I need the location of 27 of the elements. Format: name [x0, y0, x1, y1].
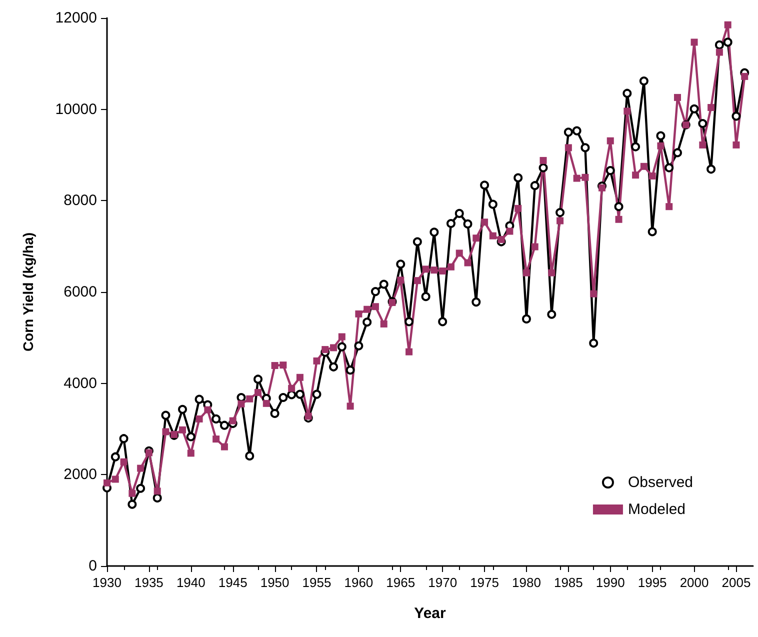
x-tick-label: 1945: [218, 575, 248, 590]
x-axis-title: Year: [414, 605, 446, 622]
y-tick-label: 4000: [64, 374, 97, 392]
legend-label: Modeled: [628, 501, 686, 518]
x-tick-label: 1980: [512, 575, 541, 590]
y-tick-label: 0: [88, 558, 97, 574]
y-axis-title: Corn Yield (kg/ha): [20, 232, 36, 352]
x-tick-label: 1955: [302, 575, 332, 590]
x-tick-label: 1970: [428, 575, 458, 590]
y-tick-label: 2000: [64, 466, 97, 484]
x-tick-label: 1930: [92, 575, 122, 590]
x-tick-label: 1995: [638, 575, 667, 590]
y-tick-label: 10000: [55, 100, 97, 118]
x-tick-label: 1940: [176, 575, 206, 590]
y-tick-label: 12000: [55, 10, 97, 26]
x-tick-label: 1990: [596, 575, 625, 590]
y-tick-label: 8000: [64, 192, 97, 210]
x-tick-label: 2000: [680, 575, 709, 590]
x-tick-label: 1960: [344, 575, 374, 590]
x-tick-label: 1950: [260, 575, 290, 590]
x-tick-label: 2005: [722, 575, 751, 590]
y-tick-label: 6000: [64, 284, 97, 300]
x-tick-label: 1985: [554, 575, 583, 590]
x-tick-label: 1935: [134, 575, 164, 590]
x-tick-label: 1975: [470, 575, 499, 590]
x-tick-label: 1965: [386, 575, 416, 590]
legend-label: Observed: [628, 474, 694, 491]
